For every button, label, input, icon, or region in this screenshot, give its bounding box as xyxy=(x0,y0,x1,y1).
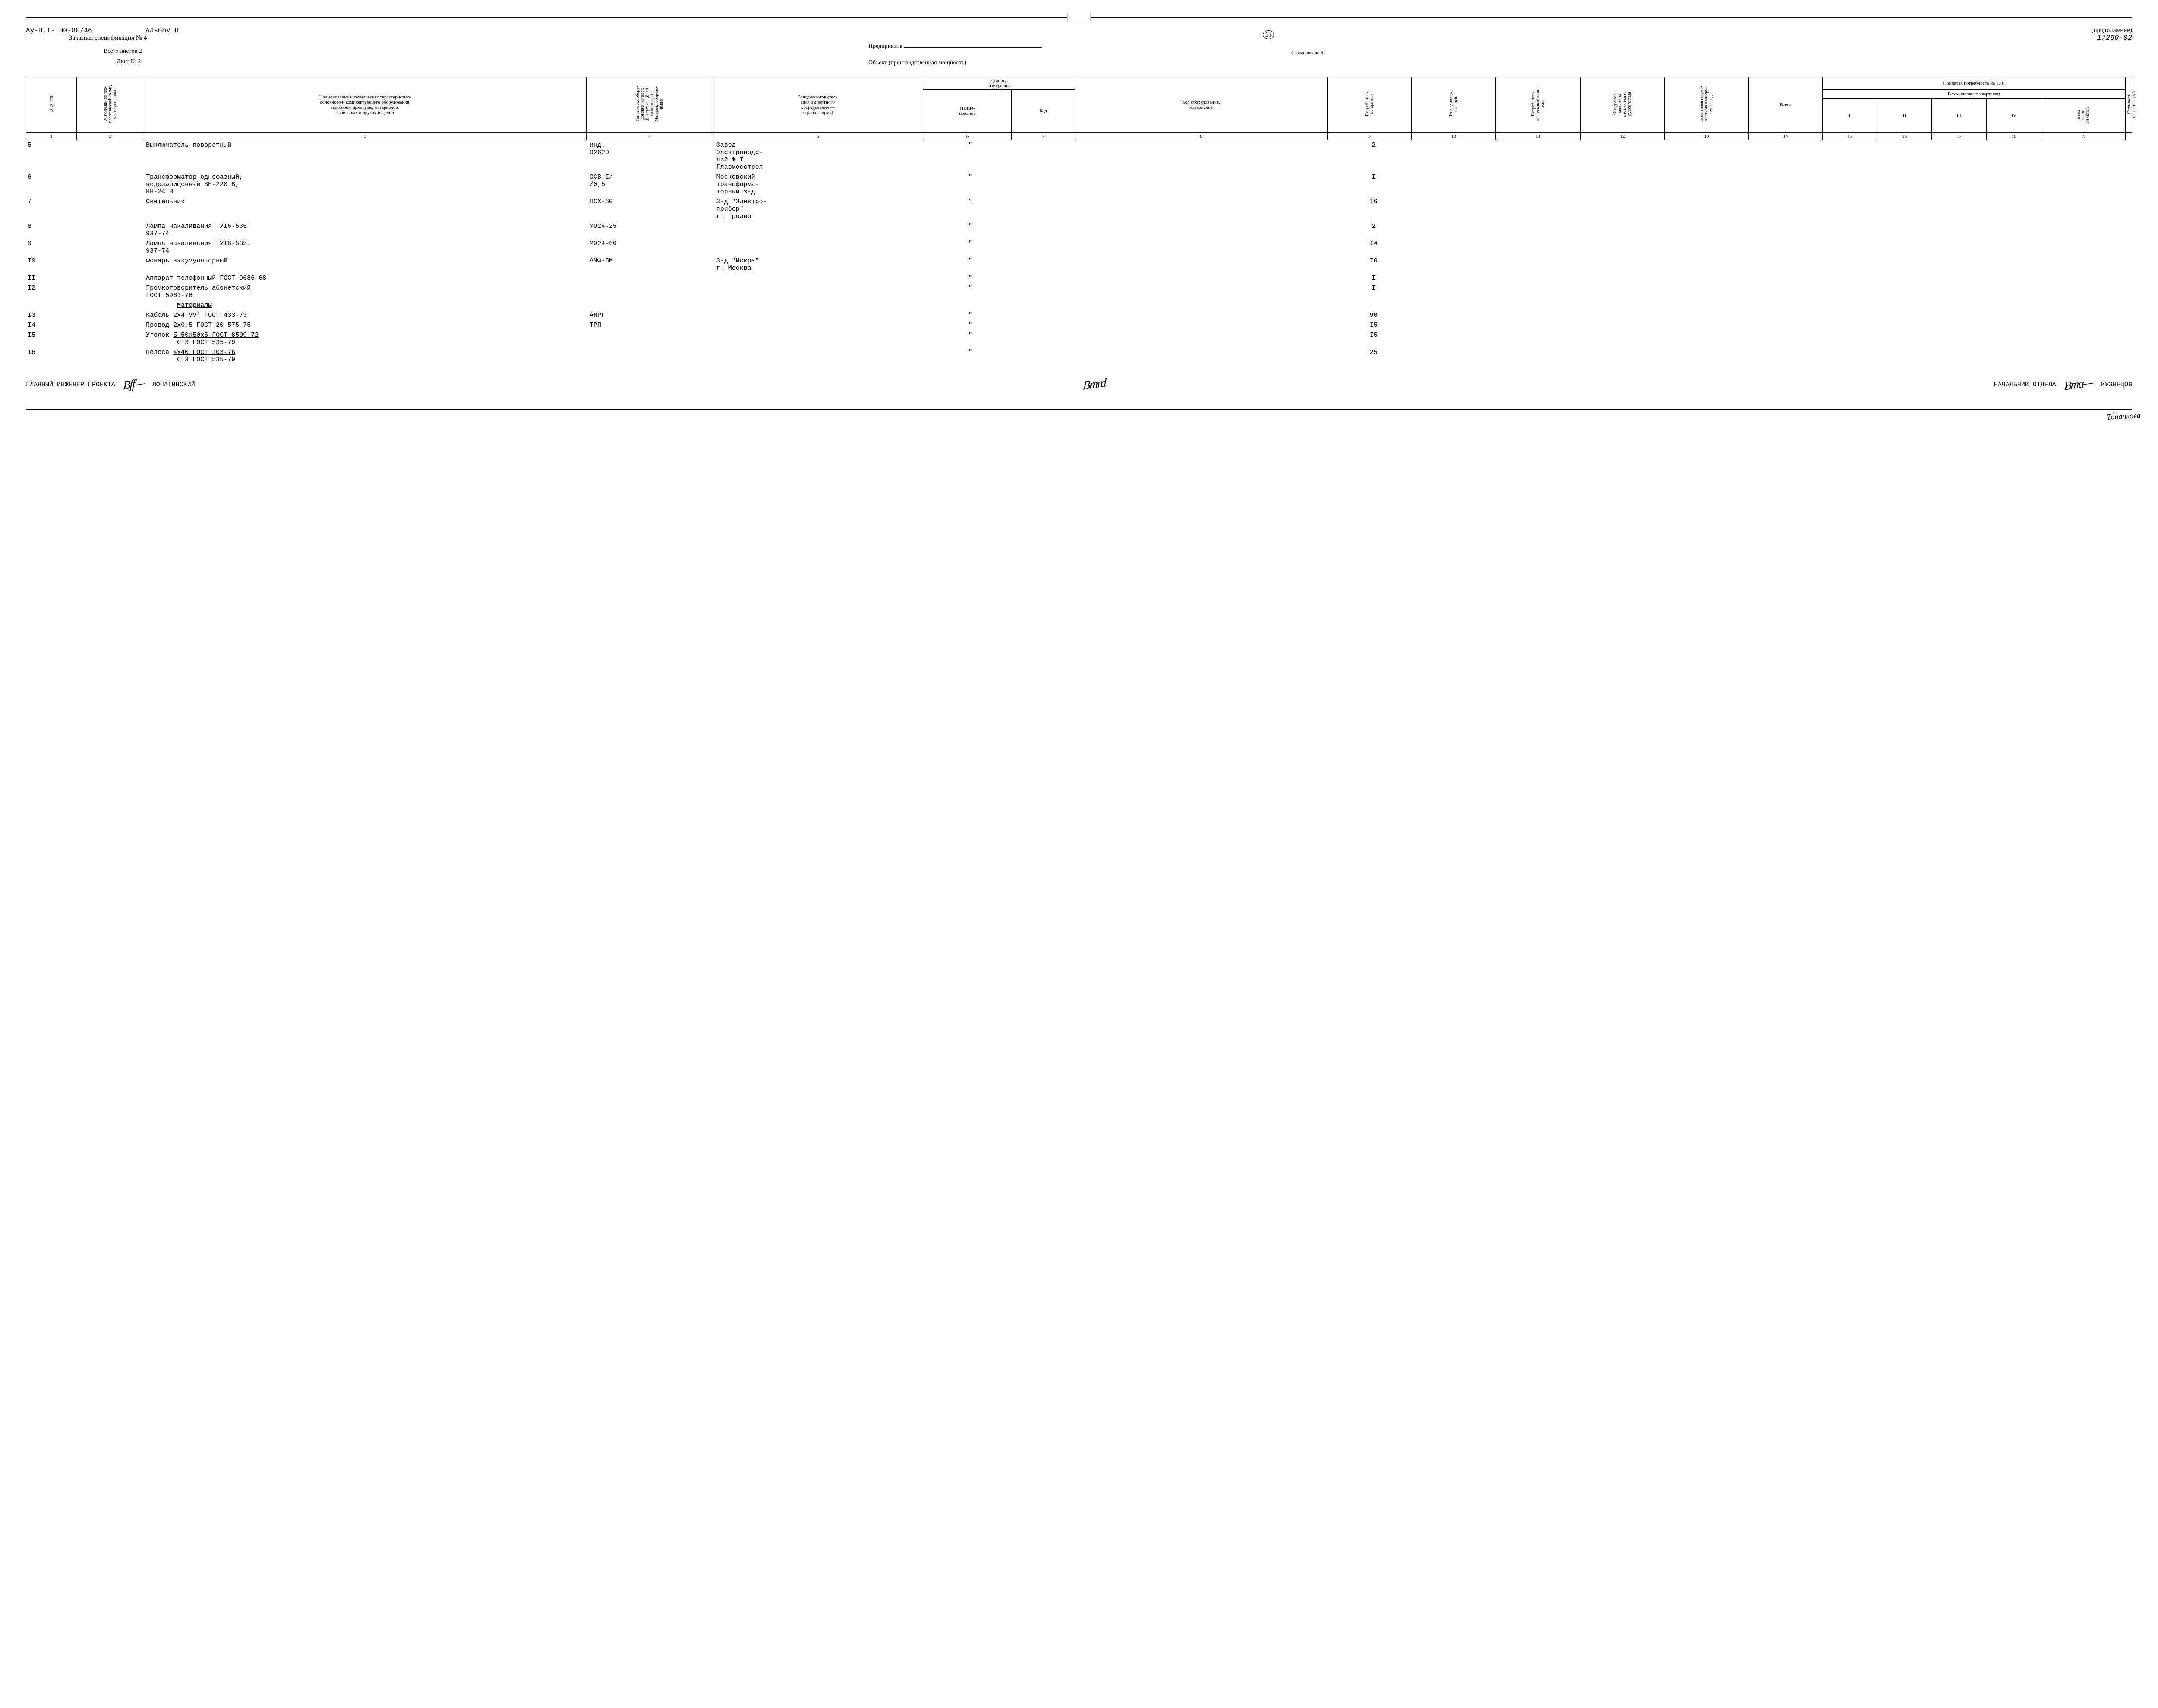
page-frame: Ау-П.Ш-I00-80/46 Альбом П Заказная специ… xyxy=(26,17,2132,410)
table-row: Материалы xyxy=(26,300,2132,310)
table-row: I0Фонарь аккумуляторныйАМФ-8МЗ-д "Искра"… xyxy=(26,256,2132,273)
total-sheets: Всего листов 2 xyxy=(104,48,826,55)
table-row: 5Выключатель поворотныйинд.02620ЗаводЭле… xyxy=(26,140,2132,172)
chief-engineer-title: ГЛАВНЫЙ ИНЖЕНЕР ПРОЕКТА xyxy=(26,381,115,388)
table-row: I4Провод 2х0,5 ГОСТ 20 575-75ТРП"I5 xyxy=(26,320,2132,330)
table-row: 6Трансформатор однофазный,водозащищенный… xyxy=(26,172,2132,197)
doc-code: Ау-П.Ш-I00-80/46 xyxy=(26,27,92,35)
table-row: 8Лампа накаливания ТУI6-535937-74МО24-25… xyxy=(26,221,2132,239)
spec-title: Заказная спецификация № 4 xyxy=(69,35,826,42)
chief-engineer-name: ЛОПАТИНСКИЙ xyxy=(152,381,195,388)
signature-scribble: Bmrd xyxy=(1079,376,1111,394)
dept-head-name: КУЗНЕЦОВ xyxy=(2101,381,2132,388)
table-row: IIАппарат телефонный ГОСТ 9686-68"I xyxy=(26,273,2132,283)
signature-scribble: Bff— xyxy=(119,376,149,394)
spec-body-table: 5Выключатель поворотныйинд.02620ЗаводЭле… xyxy=(26,140,2132,365)
continuation-label: (продолжение) xyxy=(1711,27,2132,34)
enterprise-value xyxy=(904,42,1042,48)
album-label: Альбом П xyxy=(145,27,179,35)
table-row: I3Кабель 2х4 мм² ГОСТ 433-73АНРГ"90 xyxy=(26,310,2132,320)
spec-header-table: №№ п/п № позиции по тех-нологической схе… xyxy=(26,77,2132,140)
signatures: ГЛАВНЫЙ ИНЖЕНЕР ПРОЕКТА Bff— ЛОПАТИНСКИЙ… xyxy=(26,378,2132,391)
enterprise-under: (наименование) xyxy=(946,50,1669,55)
header: Ау-П.Ш-I00-80/46 Альбом П Заказная специ… xyxy=(26,27,2132,66)
table-row: I2Громкоговоритель абонетскийГОСТ 596I-7… xyxy=(26,283,2132,300)
code-right: 17269-02 xyxy=(1711,34,2132,42)
table-row: I5Уголок Б-50х50х5 ГОСТ 8509-72 Ст3 ГОСТ… xyxy=(26,330,2132,347)
table-row: 7СветильникПСХ-60З-д "Электро-прибор"г. … xyxy=(26,197,2132,221)
table-row: I6Полоса 4х40 ГОСТ I03-76 Ст3 ГОСТ 535-7… xyxy=(26,347,2132,365)
page-stamp xyxy=(1067,13,1091,22)
page-number: –13– xyxy=(868,30,1669,39)
object-label: Объект (производственная мощность) xyxy=(868,60,1669,66)
sheet-number: Лист № 2 xyxy=(117,58,826,65)
table-row: 9Лампа накаливания ТУI6-535.937-74МО24-6… xyxy=(26,239,2132,256)
enterprise-label: Предприятие xyxy=(868,43,902,50)
signature-scribble: Bma— xyxy=(2060,375,2098,395)
bottom-signature: То́панкова xyxy=(2107,411,2141,422)
dept-head-title: НАЧАЛЬНИК ОТДЕЛА xyxy=(1994,381,2056,388)
